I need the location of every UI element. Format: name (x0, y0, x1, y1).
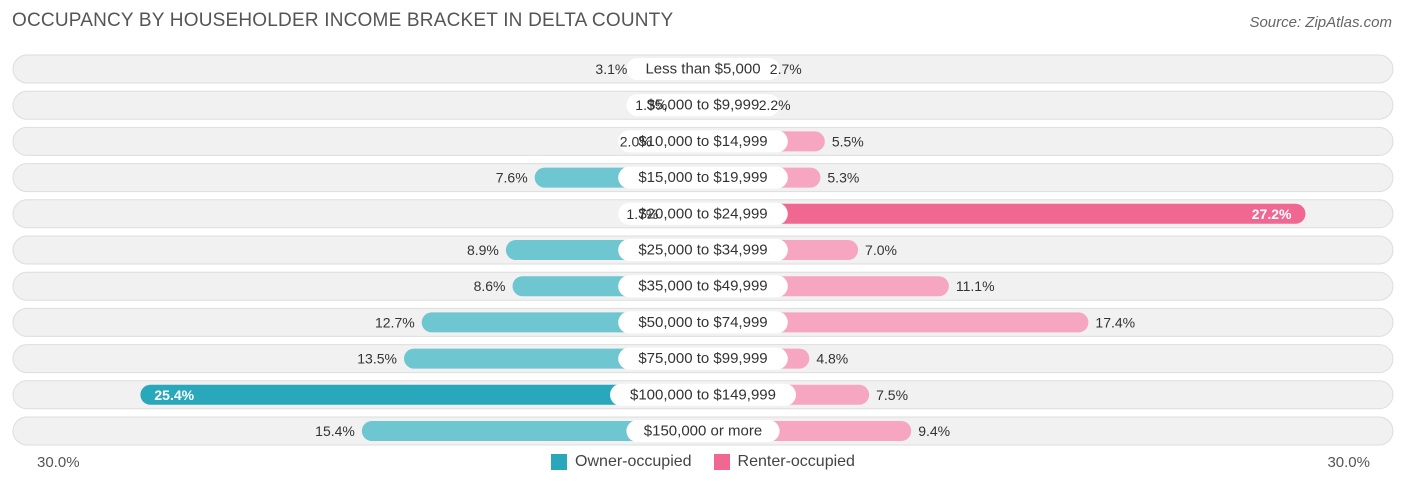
category-label: $25,000 to $34,999 (638, 242, 767, 259)
category-label: $150,000 or more (644, 423, 762, 440)
category-label: $100,000 to $149,999 (630, 386, 776, 403)
owner-value-label: 1.3% (635, 97, 667, 113)
chart-row: 8.9% 7.0% $25,000 to $34,999 (12, 235, 1394, 265)
category-label-background (618, 130, 788, 153)
chart-row: 3.1% 2.7% Less than $5,000 (12, 54, 1394, 84)
renter-value-label: 7.5% (876, 387, 908, 403)
renter-value-label: 27.2% (1252, 206, 1292, 222)
owner-value-label: 25.4% (154, 387, 194, 403)
renter-value-label: 11.1% (956, 278, 995, 294)
owner-value-label: 8.9% (467, 242, 499, 258)
owner-bar (140, 384, 703, 405)
chart-title: OCCUPANCY BY HOUSEHOLDER INCOME BRACKET … (12, 10, 674, 31)
owner-value-label: 13.5% (357, 351, 397, 367)
chart-row: 1.3% 2.2%$5,000 to $9,999 (12, 90, 1394, 120)
category-label-background (618, 202, 788, 225)
category-label-background (610, 383, 796, 406)
category-label-background (618, 166, 788, 189)
chart-row: 7.6% 5.3% $15,000 to $19,999 (12, 163, 1394, 193)
renter-value-label: 7.0% (865, 242, 897, 258)
category-label: $50,000 to $74,999 (638, 314, 767, 331)
chart-row: 12.7% 17.4% $50,000 to $74,999 (12, 307, 1394, 337)
category-label-background (626, 58, 780, 80)
category-label-background (626, 420, 780, 442)
axis-left-label: 30.0% (37, 454, 80, 471)
owner-value-label: 7.6% (496, 170, 528, 186)
renter-value-label: 17.4% (1095, 314, 1135, 330)
chart-row: 13.5% 4.8% $75,000 to $99,999 (12, 344, 1394, 374)
legend-swatch-renter (713, 454, 730, 470)
legend-swatch-owner (551, 454, 568, 470)
renter-value-label: 5.3% (827, 170, 859, 186)
owner-bar (361, 421, 703, 441)
renter-value-label: 9.4% (918, 423, 950, 439)
renter-value-label: 2.7% (770, 61, 802, 77)
legend: Owner-occupied Renter-occupied (0, 453, 1406, 471)
owner-value-label: 8.6% (474, 278, 506, 294)
category-label-background (618, 347, 788, 370)
category-label: $35,000 to $49,999 (638, 278, 767, 295)
category-label: Less than $5,000 (645, 61, 760, 78)
renter-value-label: 5.5% (832, 133, 864, 149)
legend-item-owner: Owner-occupied (551, 453, 692, 471)
chart-row: 25.4% 7.5% $100,000 to $149,999 (12, 380, 1394, 410)
owner-value-label: 15.4% (315, 423, 355, 439)
owner-value-label: 3.1% (595, 61, 627, 77)
category-label: $15,000 to $19,999 (638, 169, 767, 186)
category-label: $5,000 to $9,999 (647, 97, 760, 114)
owner-value-label: 1.7% (626, 206, 658, 222)
owner-value-label: 12.7% (375, 314, 415, 330)
axis-right-label: 30.0% (1327, 454, 1370, 471)
category-label: $20,000 to $24,999 (638, 205, 767, 222)
renter-bar (703, 203, 1306, 224)
category-label-background (618, 311, 788, 334)
category-label-background (626, 94, 780, 117)
chart-row: 8.6% 11.1% $35,000 to $49,999 (12, 271, 1394, 301)
chart-source: Source: ZipAtlas.com (1249, 14, 1392, 31)
legend-item-renter: Renter-occupied (713, 453, 855, 471)
renter-value-label: 4.8% (816, 351, 848, 367)
category-label-background (618, 275, 788, 298)
chart-row: 1.7% 27.2% $20,000 to $24,999 (12, 199, 1394, 229)
chart-row: 2.0% 5.5% $10,000 to $14,999 (12, 126, 1394, 156)
category-label: $10,000 to $14,999 (638, 133, 767, 150)
legend-label-owner: Owner-occupied (575, 453, 692, 470)
legend-label-renter: Renter-occupied (737, 453, 855, 470)
renter-bar (703, 312, 1089, 333)
owner-value-label: 2.0% (620, 133, 652, 149)
diverging-bar-chart: 3.1% 2.7% Less than $5,000 1.3% 2.2%$5,000 t… (12, 54, 1394, 446)
renter-value-label: 2.2% (759, 97, 791, 113)
chart-row: 15.4% 9.4% $150,000 or more (12, 416, 1394, 446)
category-label-background (618, 239, 788, 261)
category-label: $75,000 to $99,999 (638, 350, 767, 367)
